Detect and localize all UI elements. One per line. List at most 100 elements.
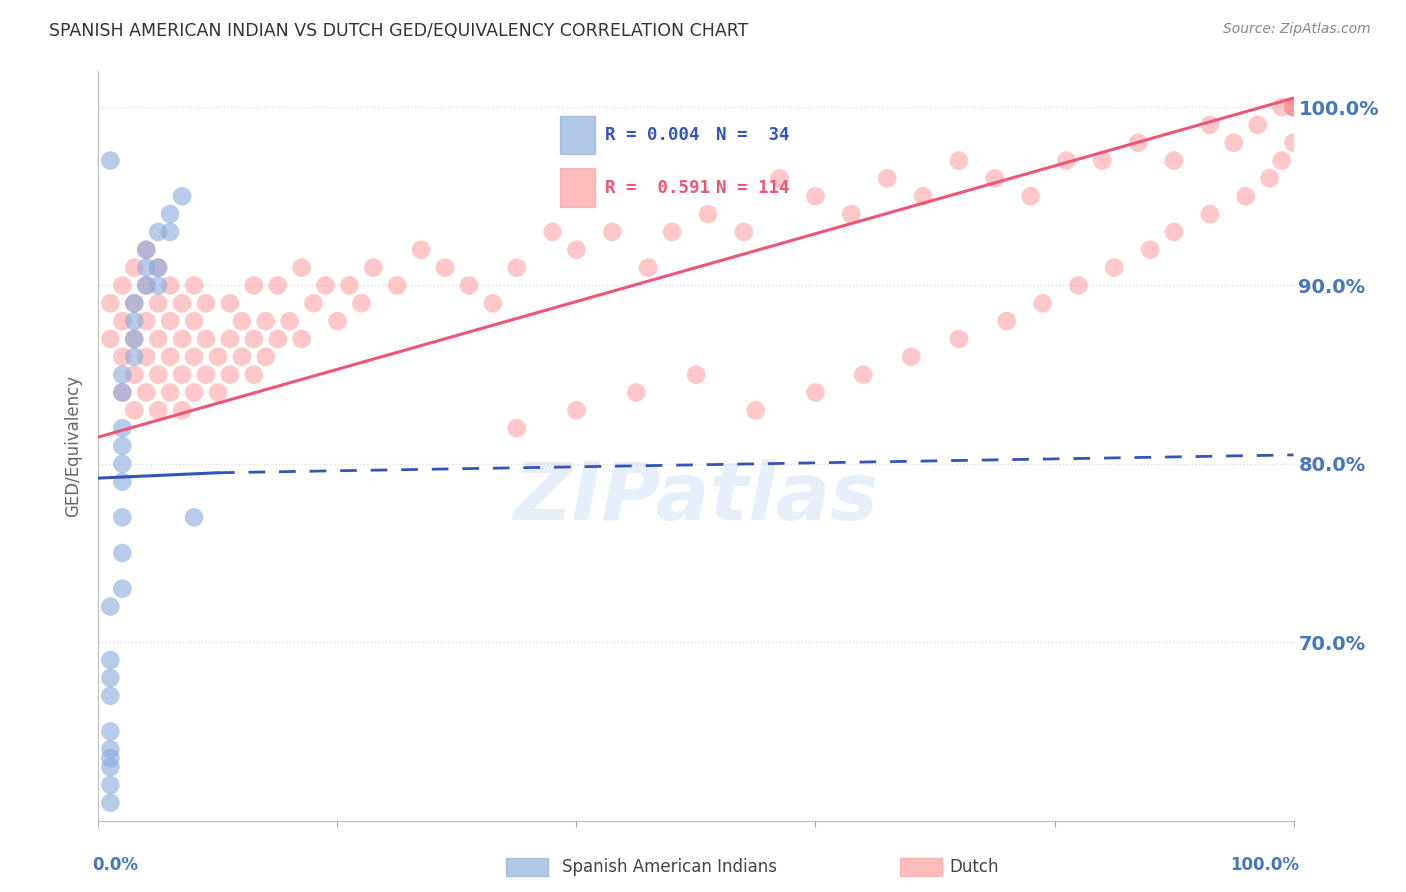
Point — [135, 314, 157, 328]
Point — [135, 243, 157, 257]
Point — [111, 546, 134, 560]
Point — [565, 243, 588, 257]
Point — [243, 278, 266, 293]
Point — [1104, 260, 1126, 275]
Point — [183, 510, 205, 524]
Point — [159, 207, 181, 221]
Point — [697, 207, 720, 221]
Point — [159, 225, 181, 239]
Point — [98, 724, 122, 739]
Text: Dutch: Dutch — [949, 858, 998, 876]
Point — [111, 582, 134, 596]
Point — [1223, 136, 1246, 150]
Point — [124, 332, 146, 346]
Point — [243, 332, 266, 346]
Point — [1258, 171, 1281, 186]
Point — [841, 207, 863, 221]
Point — [769, 171, 792, 186]
Point — [948, 332, 970, 346]
Point — [302, 296, 325, 310]
Text: ZIPatlas: ZIPatlas — [513, 459, 879, 538]
Point — [291, 332, 314, 346]
Point — [172, 403, 194, 417]
Point — [637, 260, 659, 275]
Point — [267, 332, 290, 346]
Point — [135, 385, 157, 400]
Y-axis label: GED/Equivalency: GED/Equivalency — [65, 375, 83, 517]
Point — [1128, 136, 1150, 150]
Point — [111, 278, 134, 293]
Point — [98, 760, 122, 774]
Point — [172, 368, 194, 382]
Point — [804, 189, 827, 203]
Point — [219, 332, 242, 346]
Point — [339, 278, 361, 293]
Point — [219, 368, 242, 382]
Point — [124, 296, 146, 310]
Point — [1282, 136, 1305, 150]
Point — [195, 332, 218, 346]
Point — [626, 385, 648, 400]
Point — [124, 368, 146, 382]
Point — [98, 742, 122, 756]
Point — [183, 385, 205, 400]
Text: Source: ZipAtlas.com: Source: ZipAtlas.com — [1223, 22, 1371, 37]
Point — [411, 243, 433, 257]
Point — [207, 385, 229, 400]
Point — [111, 457, 134, 471]
Point — [111, 350, 134, 364]
Point — [98, 296, 122, 310]
Point — [148, 403, 170, 417]
Point — [984, 171, 1007, 186]
Point — [98, 153, 122, 168]
Point — [900, 350, 922, 364]
Point — [1019, 189, 1042, 203]
Point — [159, 350, 181, 364]
Point — [148, 332, 170, 346]
Point — [995, 314, 1018, 328]
Point — [98, 599, 122, 614]
Point — [172, 332, 194, 346]
Point — [326, 314, 349, 328]
Point — [1234, 189, 1257, 203]
Point — [111, 439, 134, 453]
Point — [183, 314, 205, 328]
Point — [148, 260, 170, 275]
Point — [804, 385, 827, 400]
Text: Spanish American Indians: Spanish American Indians — [562, 858, 778, 876]
Point — [1163, 225, 1185, 239]
Point — [602, 225, 624, 239]
Point — [135, 278, 157, 293]
Point — [350, 296, 373, 310]
Point — [1139, 243, 1161, 257]
Point — [1199, 207, 1222, 221]
Point — [159, 278, 181, 293]
Point — [111, 385, 134, 400]
Point — [124, 350, 146, 364]
Text: 0.0%: 0.0% — [93, 856, 138, 874]
Point — [98, 671, 122, 685]
Point — [135, 350, 157, 364]
Point — [1271, 100, 1294, 114]
Point — [1282, 100, 1305, 114]
Point — [148, 225, 170, 239]
Point — [254, 314, 277, 328]
Point — [506, 421, 529, 435]
Point — [172, 189, 194, 203]
Point — [219, 296, 242, 310]
Point — [98, 751, 122, 765]
Point — [98, 653, 122, 667]
Text: SPANISH AMERICAN INDIAN VS DUTCH GED/EQUIVALENCY CORRELATION CHART: SPANISH AMERICAN INDIAN VS DUTCH GED/EQU… — [49, 22, 748, 40]
Point — [876, 171, 898, 186]
Point — [733, 225, 755, 239]
Point — [254, 350, 277, 364]
Point — [1067, 278, 1090, 293]
Point — [124, 403, 146, 417]
Point — [124, 314, 146, 328]
Point — [148, 278, 170, 293]
Point — [98, 796, 122, 810]
Point — [111, 385, 134, 400]
Point — [172, 296, 194, 310]
Point — [1091, 153, 1114, 168]
Point — [135, 278, 157, 293]
